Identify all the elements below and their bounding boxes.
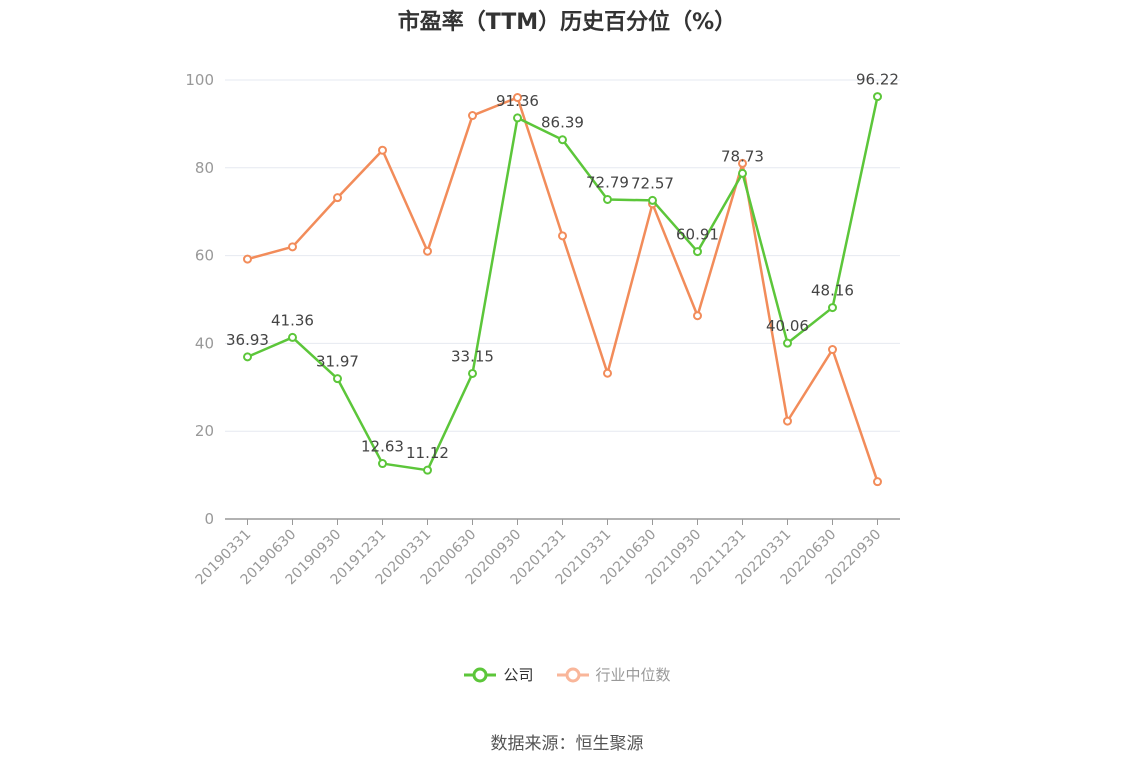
- data-point-company: [288, 332, 297, 342]
- data-point-industry: [693, 311, 702, 321]
- data-point-industry: [333, 193, 342, 203]
- y-tick-label: 40: [195, 334, 214, 352]
- data-point-company: [828, 303, 837, 313]
- source-note: 数据来源：恒生聚源: [490, 734, 644, 754]
- data-label: 12.63: [361, 438, 404, 456]
- data-point-industry: [783, 416, 792, 426]
- y-tick-label: 60: [195, 247, 214, 265]
- data-point-company: [558, 135, 567, 145]
- data-point-company: [243, 352, 252, 362]
- data-point-company: [738, 168, 747, 178]
- legend-company-label: 公司: [503, 666, 534, 684]
- data-point-industry: [243, 254, 252, 264]
- data-label: 11.12: [406, 444, 449, 462]
- legend-industry-label: 行业中位数: [595, 666, 671, 684]
- legend-item-industry[interactable]: 行业中位数: [556, 664, 671, 685]
- data-label: 72.57: [631, 174, 674, 192]
- data-label: 41.36: [271, 311, 314, 329]
- data-point-industry: [288, 242, 297, 252]
- data-point-company: [603, 194, 612, 204]
- legend-item-company[interactable]: 公司: [463, 664, 534, 685]
- data-label: 78.73: [721, 147, 764, 165]
- data-point-company: [648, 195, 657, 205]
- y-tick-label: 80: [195, 159, 214, 177]
- data-point-industry: [378, 145, 387, 155]
- series-lines: [243, 92, 882, 487]
- y-tick-label: 100: [185, 71, 214, 89]
- data-label: 48.16: [811, 282, 854, 300]
- data-point-industry: [513, 93, 522, 103]
- data-point-company: [693, 247, 702, 257]
- data-label: 86.39: [541, 114, 584, 132]
- data-point-industry: [603, 368, 612, 378]
- data-point-company: [873, 92, 882, 102]
- data-label: 72.79: [586, 173, 629, 191]
- data-label: 96.22: [856, 71, 899, 89]
- data-point-industry: [738, 158, 747, 168]
- data-point-industry: [468, 111, 477, 121]
- data-point-industry: [828, 345, 837, 355]
- data-point-company: [783, 338, 792, 348]
- series-line-company: [247, 96, 879, 472]
- data-point-company: [423, 465, 432, 475]
- data-label: 40.06: [766, 317, 809, 335]
- y-tick-label: 20: [195, 422, 214, 440]
- series-line-industry: [247, 96, 879, 483]
- data-label: 36.93: [226, 331, 269, 349]
- y-tick-label: 0: [204, 510, 214, 528]
- grid-lines: [225, 79, 900, 432]
- data-point-company: [378, 459, 387, 469]
- data-label: 31.97: [316, 353, 359, 371]
- legend: 公司 行业中位数: [0, 664, 1134, 685]
- chart-title: 市盈率（TTM）历史百分位（%）: [397, 10, 737, 35]
- data-label: 91.36: [496, 92, 539, 110]
- legend-company-marker-icon: [464, 667, 497, 682]
- legend-industry-marker-icon: [556, 667, 589, 682]
- data-point-industry: [423, 246, 432, 256]
- data-point-company: [333, 374, 342, 384]
- data-point-company: [468, 368, 477, 378]
- data-label: 33.15: [451, 347, 494, 365]
- data-point-company: [513, 113, 522, 123]
- data-point-industry: [873, 477, 882, 487]
- data-label: 60.91: [676, 226, 719, 244]
- data-point-industry: [558, 231, 567, 241]
